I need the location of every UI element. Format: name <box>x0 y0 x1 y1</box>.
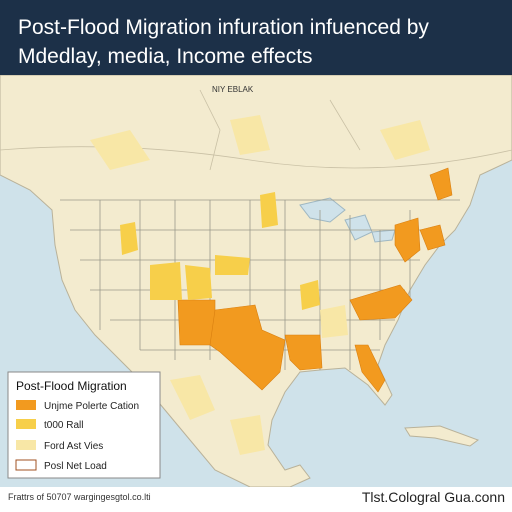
legend: Post-Flood Migration Unjme Polerte Catio… <box>7 371 161 479</box>
legend-item: Unjme Polerte Cation <box>44 401 139 412</box>
state-borders <box>0 89 512 370</box>
footer-band <box>0 487 512 512</box>
land <box>0 74 512 488</box>
legend-item: Posl Net Load <box>44 461 107 472</box>
legend-title: Post-Flood Migration <box>16 379 127 393</box>
title-line: Post-Flood Migration infuration infuence… <box>18 16 429 39</box>
legend-swatch <box>16 440 36 450</box>
legend-item: t000 Rall <box>44 420 83 431</box>
header-band <box>0 0 512 75</box>
low-migration <box>90 115 430 455</box>
medium-migration <box>120 192 320 310</box>
legend-swatch <box>16 419 36 429</box>
title-line: Mdedlay, media, Income effects <box>18 45 313 68</box>
footer-left: Frattrs of 50707 wargingesgtol.co.lti <box>8 492 151 502</box>
map-label: NIY EBLAK <box>212 85 254 94</box>
island <box>404 425 480 447</box>
footer-right: Tlst.Cologral Gua.conn <box>362 489 505 505</box>
high-migration <box>177 167 453 393</box>
legend-item: Ford Ast Vies <box>44 441 103 452</box>
legend-swatch <box>15 459 37 471</box>
legend-swatch <box>16 400 36 410</box>
lake <box>299 197 396 243</box>
